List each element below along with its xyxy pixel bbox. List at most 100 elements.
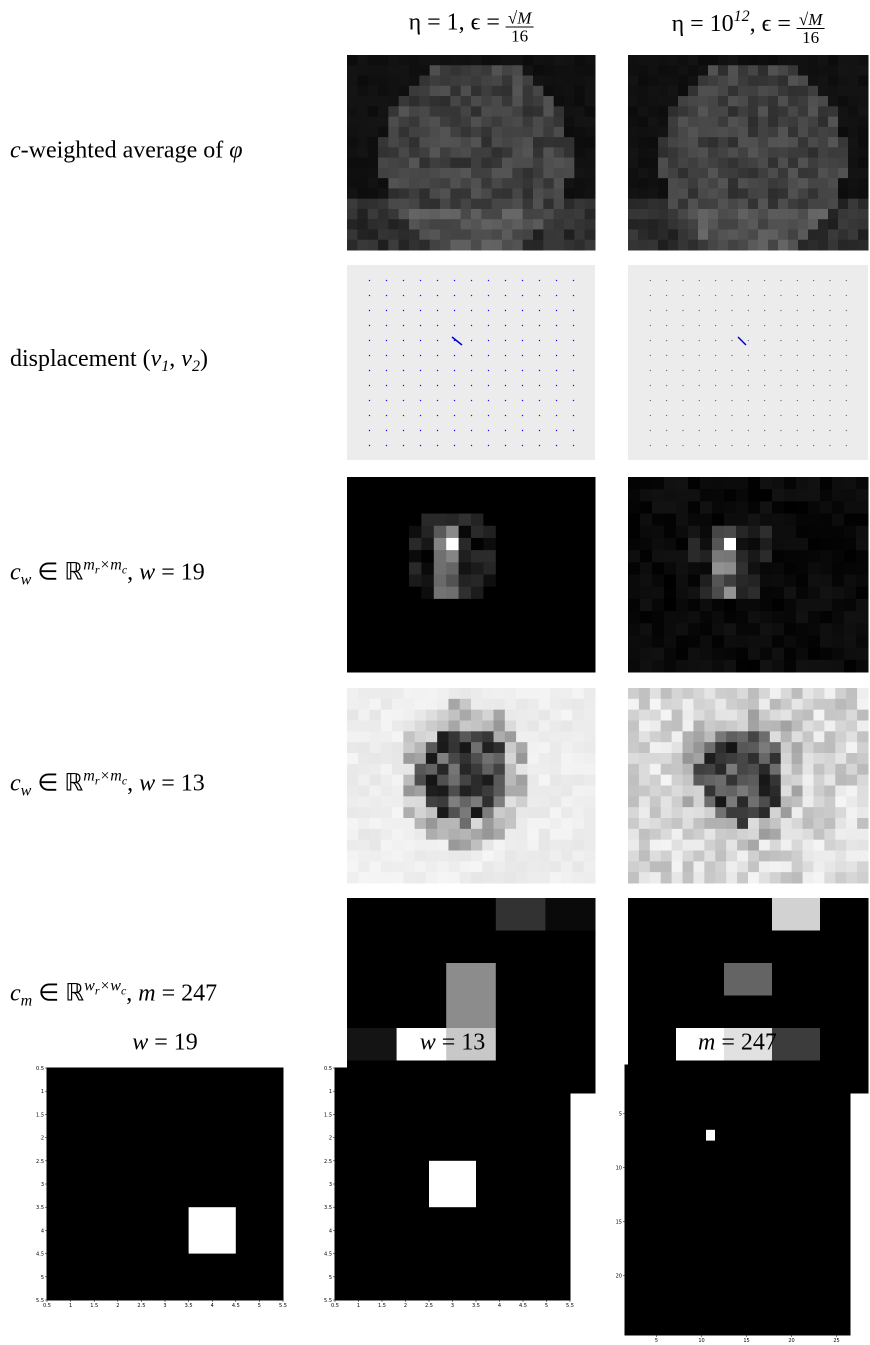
pixel	[672, 818, 683, 829]
pixel	[813, 710, 824, 721]
pixel	[523, 219, 534, 230]
pixel	[726, 742, 737, 753]
arrow	[683, 355, 684, 356]
pixel	[419, 178, 430, 189]
pixel	[550, 764, 562, 775]
pixel	[564, 188, 575, 199]
pixel	[640, 623, 653, 636]
pixel	[574, 229, 585, 240]
pixel	[421, 538, 434, 551]
pixel	[533, 240, 544, 251]
pixel	[585, 240, 596, 251]
pixel	[835, 796, 846, 807]
pixel	[381, 807, 393, 818]
pixel	[748, 775, 759, 786]
pixel	[846, 786, 857, 797]
x-tick-label: 0.5	[331, 1303, 339, 1309]
pixel	[584, 731, 596, 742]
pixel	[738, 188, 749, 199]
pixel	[482, 872, 494, 883]
pixel	[784, 599, 797, 612]
pixel	[372, 635, 385, 648]
pixel	[759, 721, 770, 732]
pixel	[788, 137, 799, 148]
pixel	[539, 688, 551, 699]
pixel	[545, 477, 558, 490]
pixel	[392, 796, 404, 807]
pixel	[523, 106, 534, 117]
x-tick-label: 5.5	[279, 1303, 287, 1309]
pixel	[715, 699, 726, 710]
pixel	[384, 587, 397, 600]
arrow	[666, 385, 667, 386]
pixel	[820, 587, 833, 600]
pixel	[724, 489, 737, 502]
arrow	[454, 400, 455, 401]
pixel	[554, 209, 565, 220]
pixel	[748, 688, 759, 699]
pixel	[758, 219, 769, 230]
pixel	[748, 158, 759, 169]
pixel	[688, 147, 699, 158]
pixel	[664, 489, 677, 502]
pixel	[672, 775, 683, 786]
pixel	[760, 587, 773, 600]
pixel	[397, 526, 410, 539]
pixel	[748, 65, 759, 76]
pixel	[471, 76, 482, 87]
pixel	[460, 872, 472, 883]
text-part: = 247	[156, 980, 218, 1006]
arrow	[420, 385, 421, 386]
x-tick-label: 10	[698, 1338, 704, 1344]
pixel	[728, 209, 739, 220]
pixel	[347, 514, 360, 527]
pixel	[737, 796, 748, 807]
pixel	[813, 840, 824, 851]
pixel	[784, 648, 797, 661]
pixel	[668, 106, 679, 117]
pixel	[737, 699, 748, 710]
pixel	[698, 147, 709, 158]
pixel	[545, 1028, 595, 1061]
pixel	[700, 660, 713, 673]
pixel	[392, 861, 404, 872]
pixel	[760, 526, 773, 539]
pixel	[803, 753, 814, 764]
arrow	[764, 415, 765, 416]
arrow	[505, 295, 506, 296]
pixel	[372, 477, 385, 490]
pixel	[471, 147, 482, 158]
pixel	[803, 688, 814, 699]
pixel	[828, 65, 839, 76]
pixel	[378, 240, 389, 251]
pixel	[359, 514, 372, 527]
pixel	[461, 168, 472, 179]
pixel	[658, 219, 669, 230]
pixel	[788, 65, 799, 76]
arrow	[556, 385, 557, 386]
pixel	[561, 721, 573, 732]
pixel	[437, 688, 449, 699]
pixel	[857, 796, 868, 807]
pixel	[357, 96, 368, 107]
pixel	[508, 660, 521, 673]
pixel	[628, 996, 677, 1029]
pixel	[450, 96, 461, 107]
pixel	[835, 688, 846, 699]
pixel	[446, 501, 459, 514]
pixel	[550, 872, 562, 883]
pixel	[358, 872, 370, 883]
pixel	[583, 501, 596, 514]
pixel	[748, 526, 761, 539]
pixel	[748, 699, 759, 710]
text-part: √M	[797, 11, 825, 29]
pixel	[570, 514, 583, 527]
pixel	[572, 742, 584, 753]
pixel	[844, 501, 857, 514]
pixel	[846, 764, 857, 775]
pixel	[770, 851, 781, 862]
pixel	[585, 168, 596, 179]
pixel	[543, 106, 554, 117]
pixel	[813, 731, 824, 742]
pixel	[758, 229, 769, 240]
